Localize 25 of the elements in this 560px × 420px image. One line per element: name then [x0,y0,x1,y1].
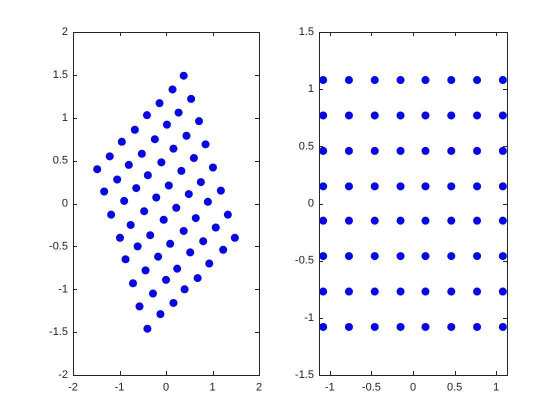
y-tick-label: -0.5 [49,240,68,252]
y-tick-label: -2 [58,369,68,382]
y-tick-label: 1 [308,83,314,96]
y-tick-label: 0.5 [52,154,68,167]
x-tick-label: 1 [493,382,500,394]
y-tick-label: -0.5 [295,254,314,267]
y-tick-label: -1 [304,312,314,324]
y-tick-label: 1.5 [52,68,68,81]
x-tick-label: 0.5 [446,382,462,394]
y-tick-label: -1.5 [295,369,314,382]
x-tick-label: -1 [114,382,124,394]
y-tick-label: -1.5 [49,326,68,338]
y-tick-label: 1.5 [298,26,314,38]
y-tick-label: 0 [308,198,314,210]
y-tick-label: 0 [62,198,68,210]
y-tick-label: 2 [62,26,68,38]
x-tick-label: 1 [209,382,216,394]
y-tick-label: 1 [62,112,68,124]
x-tick-label: 0 [162,382,170,394]
x-tick-label: -1 [324,382,335,394]
y-tick-label: 0.5 [298,140,314,152]
y-tick-label: -1 [58,283,68,296]
x-tick-label: -0.5 [362,382,381,394]
x-tick-label: 0 [410,382,416,394]
x-tick-label: 2 [256,382,262,394]
